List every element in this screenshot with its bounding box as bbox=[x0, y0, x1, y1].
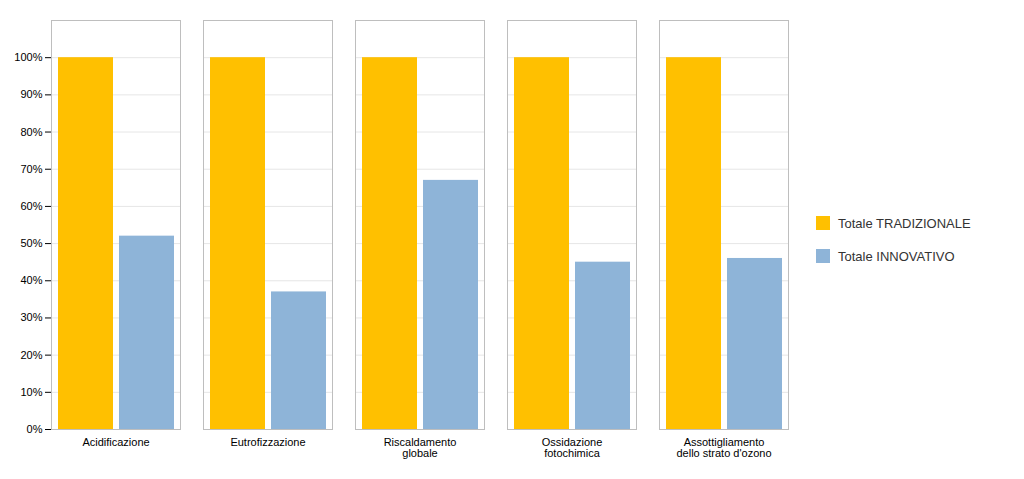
svg-text:Ossidazionefotochimica: Ossidazionefotochimica bbox=[542, 436, 603, 459]
svg-text:Eutrofizzazione: Eutrofizzazione bbox=[230, 436, 305, 448]
svg-text:90%: 90% bbox=[20, 88, 42, 100]
svg-text:50%: 50% bbox=[20, 237, 42, 249]
svg-text:60%: 60% bbox=[20, 200, 42, 212]
svg-text:20%: 20% bbox=[20, 349, 42, 361]
svg-text:Riscaldamentoglobale: Riscaldamentoglobale bbox=[384, 436, 457, 459]
html-text:Totale TRADIZIONALE: Totale TRADIZIONALE bbox=[838, 215, 971, 231]
svg-text:10%: 10% bbox=[20, 386, 42, 398]
svg-text:70%: 70% bbox=[20, 163, 42, 175]
svg-text:0%: 0% bbox=[27, 423, 43, 435]
svg-text:Assottigliamentodello strato d: Assottigliamentodello strato d'ozono bbox=[676, 436, 771, 459]
svg-text:40%: 40% bbox=[20, 274, 42, 286]
svg-text:30%: 30% bbox=[20, 311, 42, 323]
svg-text:80%: 80% bbox=[20, 126, 42, 138]
svg-text:Acidificazione: Acidificazione bbox=[82, 436, 149, 448]
svg-text:100%: 100% bbox=[14, 51, 42, 63]
html-text:Totale INNOVATIVO: Totale INNOVATIVO bbox=[838, 248, 955, 264]
